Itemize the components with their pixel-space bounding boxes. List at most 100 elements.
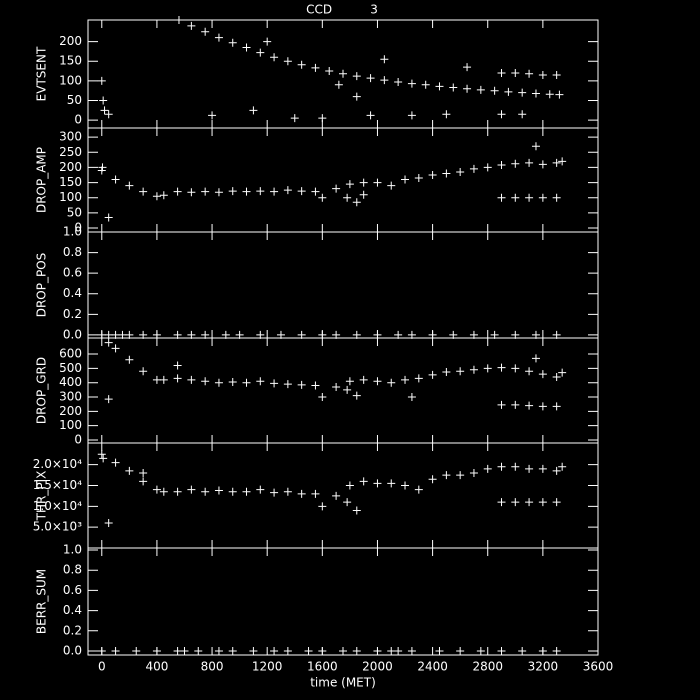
marker [290,114,299,123]
marker [456,367,465,376]
y-axis-label: DROP_POS [35,253,49,318]
marker [152,646,161,655]
marker [343,498,352,507]
x-tick-label: 0 [98,660,106,674]
marker [339,69,347,78]
marker [380,76,389,85]
marker [173,374,182,383]
marker [283,487,292,496]
marker [538,160,547,169]
y-axis-label: THR_PIX [35,471,49,522]
marker [311,187,320,196]
marker [538,498,547,507]
marker [373,479,382,488]
marker [242,43,251,52]
marker [463,84,472,93]
y-tick-label: 5.0×10³ [33,520,82,534]
marker [463,63,472,72]
x-tick-label: 3600 [583,660,614,674]
marker [497,462,506,471]
marker [545,90,554,99]
marker [201,187,210,196]
marker [352,506,361,515]
marker [297,187,306,196]
marker [318,646,327,655]
marker [343,385,352,394]
marker [511,159,520,168]
marker [483,163,492,172]
marker [256,377,265,386]
y-tick-label: 50 [67,93,82,107]
y-tick-label: 500 [59,361,82,375]
y-tick-label: 0.6 [63,266,82,280]
marker [201,27,210,36]
marker [214,646,223,655]
marker [373,646,382,655]
marker [352,72,361,81]
marker [104,110,113,119]
marker [297,60,306,69]
marker [373,377,382,386]
marker [180,646,189,655]
marker [518,646,527,655]
marker [518,110,527,119]
marker [525,158,534,167]
marker [173,487,182,496]
marker [297,489,306,498]
panel-frame [87,127,599,233]
marker [359,190,368,199]
marker [407,393,416,402]
marker [187,21,196,30]
marker [98,163,107,172]
marker [343,193,352,202]
y-tick-label: 0.8 [63,563,82,577]
marker [334,80,343,89]
marker [511,400,520,409]
marker [318,114,327,123]
marker [125,181,134,190]
y-tick-label: 0.2 [63,623,82,637]
marker [380,55,389,64]
marker [428,475,437,484]
x-tick-label: 2800 [472,660,503,674]
marker [311,489,320,498]
marker [552,646,561,655]
chart-title: CCD 3 [306,3,378,17]
marker [525,193,534,202]
marker [387,181,396,190]
marker [332,184,341,193]
marker [208,111,217,120]
marker [194,646,203,655]
marker [469,469,478,477]
marker [283,57,292,66]
marker [456,167,465,176]
marker [270,379,279,388]
marker [139,477,148,486]
marker [97,76,106,85]
marker [476,646,485,655]
marker [242,187,251,196]
y-tick-label: 1.5×10⁴ [33,478,82,492]
marker [332,382,341,391]
marker [511,69,520,78]
marker [228,646,237,655]
marker [256,187,265,196]
marker [345,481,354,490]
marker [345,180,354,189]
marker [442,169,451,178]
marker [249,106,258,115]
marker [435,82,444,91]
marker [469,164,478,173]
marker [99,96,108,105]
y-tick-label: 250 [59,145,82,159]
y-tick-label: 0 [74,221,82,235]
marker [414,174,423,183]
y-tick-label: 0.0 [63,643,82,657]
marker [552,402,561,411]
marker [187,375,196,384]
marker [407,646,416,655]
marker [497,646,506,655]
marker [401,375,410,384]
marker [407,79,416,88]
